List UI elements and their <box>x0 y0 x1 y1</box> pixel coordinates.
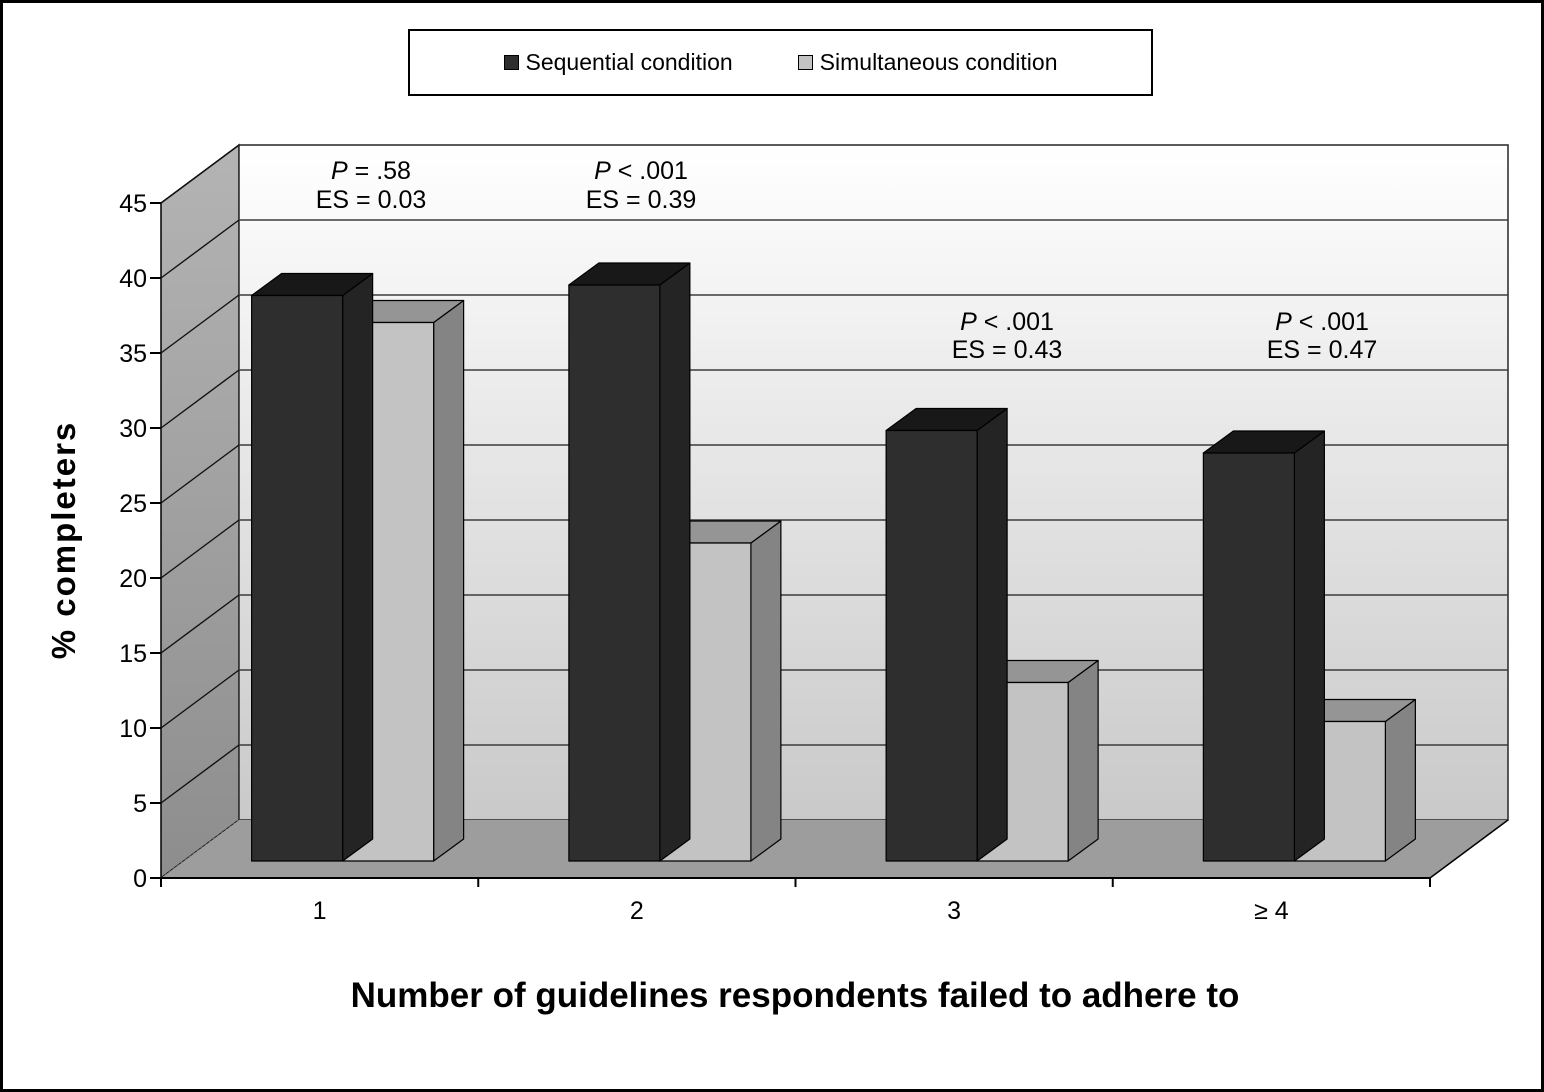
bar-side-face <box>750 520 782 862</box>
bar-front-face <box>1202 452 1295 862</box>
bar-sequential-cat4 <box>1202 430 1325 862</box>
bar-side-face <box>659 262 691 862</box>
x-axis-title: Number of guidelines respondents failed … <box>350 976 1240 1015</box>
chart-left-wall <box>160 143 240 880</box>
wall-tick-connector-5 <box>160 744 240 804</box>
bar-front-face <box>885 429 978 862</box>
y-tick-label-15: 15 <box>119 640 147 668</box>
annotation-cat4-line2: ES = 0.47 <box>1267 336 1378 364</box>
legend-label-simultaneous: Simultaneous condition <box>819 49 1058 75</box>
bar-side-face <box>1067 659 1099 862</box>
simultaneous-swatch-icon <box>797 55 813 70</box>
wall-tick-connector-45 <box>160 144 240 204</box>
y-tick-label-5: 5 <box>133 790 147 818</box>
x-tick-label-2: 2 <box>630 897 644 925</box>
y-tick-label-0: 0 <box>133 865 147 893</box>
bar-side-face <box>1293 430 1325 862</box>
bar-front-face <box>568 284 661 862</box>
x-tick-label-3: 3 <box>947 897 961 925</box>
bar-sequential-cat3 <box>885 407 1008 862</box>
annotation-cat3-line2: ES = 0.43 <box>952 336 1063 364</box>
wall-tick-connector-15 <box>160 594 240 654</box>
floor-depth-line <box>160 819 240 879</box>
bar-side-face <box>342 272 374 862</box>
legend-box: Sequential condition Simultaneous condit… <box>408 29 1153 96</box>
bar-sequential-cat2 <box>568 262 691 862</box>
legend-entry-sequential: Sequential condition <box>503 49 733 76</box>
sequential-swatch-icon <box>503 55 519 70</box>
annotation-cat2-line2: ES = 0.39 <box>586 186 697 214</box>
y-tick-label-20: 20 <box>119 565 147 593</box>
annotation-cat1-line2: ES = 0.03 <box>316 186 427 214</box>
annotation-cat4-line1: P < .001 <box>1275 308 1369 336</box>
y-tick-label-35: 35 <box>119 340 147 368</box>
wall-tick-connector-35 <box>160 294 240 354</box>
floor-right-edge <box>1429 819 1509 879</box>
annotation-cat2-line1: P < .001 <box>594 157 688 185</box>
x-tick-label-4: ≥ 4 <box>1254 897 1289 925</box>
wall-tick-connector-40 <box>160 219 240 279</box>
y-axis-title: % completers <box>45 420 82 660</box>
y-tick-label-10: 10 <box>119 715 147 743</box>
bar-side-face <box>433 299 465 862</box>
y-tick-label-30: 30 <box>119 415 147 443</box>
chart-floor <box>161 820 1508 878</box>
y-tick-label-40: 40 <box>119 265 147 293</box>
wall-tick-connector-30 <box>160 369 240 429</box>
wall-tick-connector-10 <box>160 669 240 729</box>
y-tick-label-45: 45 <box>119 190 147 218</box>
bar-side-face <box>1384 698 1416 862</box>
annotation-cat1-line1: P = .58 <box>331 157 411 185</box>
bar-sequential-cat1 <box>251 272 374 862</box>
legend-label-sequential: Sequential condition <box>525 49 733 75</box>
x-tick-label-1: 1 <box>313 897 327 925</box>
wall-tick-connector-20 <box>160 519 240 579</box>
bar-side-face <box>976 407 1008 862</box>
legend-entry-simultaneous: Simultaneous condition <box>797 49 1058 76</box>
y-tick-label-25: 25 <box>119 490 147 518</box>
bar-front-face <box>251 294 344 862</box>
wall-tick-connector-25 <box>160 444 240 504</box>
annotation-cat3-line1: P < .001 <box>960 308 1054 336</box>
